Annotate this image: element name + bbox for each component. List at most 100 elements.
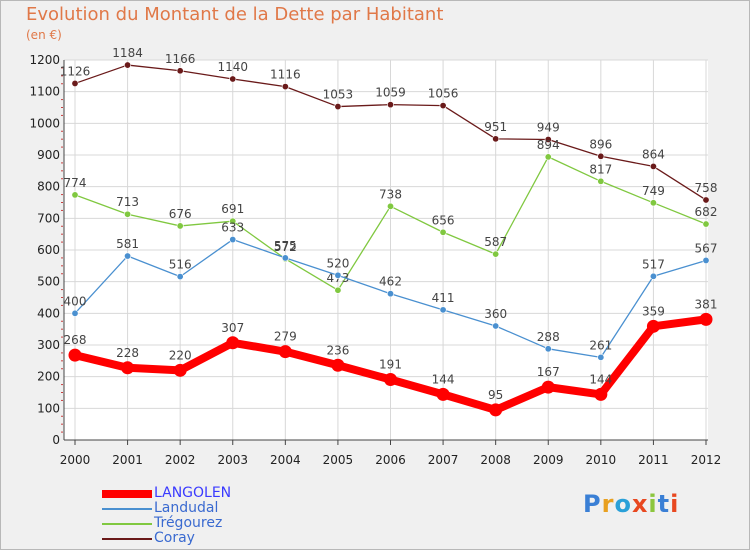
legend-label: Coray	[154, 530, 195, 546]
y-tick-label: 900	[37, 148, 60, 162]
logo-letter: i	[670, 490, 680, 518]
y-tick-label: 800	[37, 180, 60, 194]
data-point	[489, 403, 503, 417]
data-label: 1116	[270, 68, 301, 82]
y-tick-label: 100	[37, 401, 60, 415]
data-label: 411	[432, 291, 455, 305]
data-label: 894	[537, 138, 560, 152]
legend-item: Landudal	[102, 500, 302, 516]
data-point	[331, 358, 345, 372]
legend-swatch	[102, 538, 152, 540]
data-point	[229, 75, 237, 83]
legend-label: LANGOLEN	[154, 485, 232, 501]
data-point	[386, 202, 394, 210]
data-label: 144	[432, 372, 455, 386]
data-label: 220	[169, 348, 192, 362]
data-label: 896	[589, 137, 612, 151]
data-label: 949	[537, 120, 560, 134]
data-label: 691	[221, 202, 244, 216]
data-label: 656	[432, 213, 455, 227]
data-label: 359	[642, 304, 665, 318]
legend-swatch	[102, 523, 152, 525]
data-label: 95	[488, 388, 503, 402]
logo-letter: t	[657, 490, 671, 518]
data-label: 567	[695, 241, 718, 255]
data-point	[597, 177, 605, 185]
data-point	[646, 319, 660, 333]
y-tick-label: 1000	[29, 116, 60, 130]
data-label: 236	[326, 343, 349, 357]
x-tick-label: 2011	[638, 453, 669, 467]
x-tick-label: 2006	[375, 453, 406, 467]
data-point	[439, 306, 447, 314]
y-tick-label: 1200	[29, 53, 60, 67]
data-point	[124, 61, 132, 69]
data-label: 1056	[428, 87, 459, 101]
data-label: 951	[484, 120, 507, 134]
data-point	[597, 353, 605, 361]
data-point	[386, 290, 394, 298]
data-label: 758	[695, 181, 718, 195]
logo-letter: r	[601, 490, 615, 518]
data-label: 400	[64, 294, 87, 308]
logo-letter: i	[648, 490, 658, 518]
data-label: 1140	[217, 60, 248, 74]
x-tick-label: 2001	[112, 453, 143, 467]
data-point	[386, 101, 394, 109]
data-point	[124, 210, 132, 218]
data-label: 713	[116, 195, 139, 209]
data-point	[334, 103, 342, 111]
chart-legend: LANGOLEN Landudal Trégourez Coray	[102, 485, 302, 546]
data-label: 633	[221, 221, 244, 235]
data-label: 817	[589, 162, 612, 176]
data-label: 279	[274, 330, 297, 344]
data-point	[176, 222, 184, 230]
logo-letter: P	[583, 490, 602, 518]
data-label: 360	[484, 307, 507, 321]
data-point	[71, 309, 79, 317]
data-label: 587	[484, 235, 507, 249]
data-point	[229, 217, 237, 225]
data-label: 288	[537, 330, 560, 344]
data-label: 381	[695, 297, 718, 311]
data-point	[71, 191, 79, 199]
legend-item: Coray	[102, 530, 302, 546]
data-point	[699, 312, 713, 326]
y-tick-label: 300	[37, 338, 60, 352]
data-label: 676	[169, 207, 192, 221]
data-point	[71, 79, 79, 87]
x-tick-label: 2000	[60, 453, 91, 467]
data-label: 167	[537, 365, 560, 379]
data-point	[649, 199, 657, 207]
chart-subtitle: (en €)	[26, 28, 62, 42]
data-label: 1059	[375, 86, 406, 100]
x-tick-label: 2003	[217, 453, 248, 467]
data-label: 191	[379, 358, 402, 372]
data-point	[439, 102, 447, 110]
data-point	[436, 387, 450, 401]
data-point	[226, 336, 240, 350]
x-tick-label: 2008	[480, 453, 511, 467]
legend-item: LANGOLEN	[102, 485, 302, 501]
data-point	[544, 345, 552, 353]
data-label: 572	[274, 240, 297, 254]
data-point	[281, 254, 289, 262]
legend-label: Landudal	[154, 500, 219, 516]
legend-swatch	[102, 490, 152, 498]
data-label: 261	[589, 338, 612, 352]
data-point	[492, 322, 500, 330]
x-tick-label: 2002	[165, 453, 196, 467]
data-label: 774	[64, 176, 87, 190]
x-tick-label: 2004	[270, 453, 301, 467]
data-point	[594, 387, 608, 401]
data-label: 462	[379, 275, 402, 289]
logo-letter: o	[614, 490, 632, 518]
data-point	[229, 236, 237, 244]
data-point	[334, 271, 342, 279]
data-point	[649, 272, 657, 280]
data-point	[176, 273, 184, 281]
logo-letter: x	[631, 490, 649, 518]
data-point	[124, 252, 132, 260]
data-label: 307	[221, 321, 244, 335]
